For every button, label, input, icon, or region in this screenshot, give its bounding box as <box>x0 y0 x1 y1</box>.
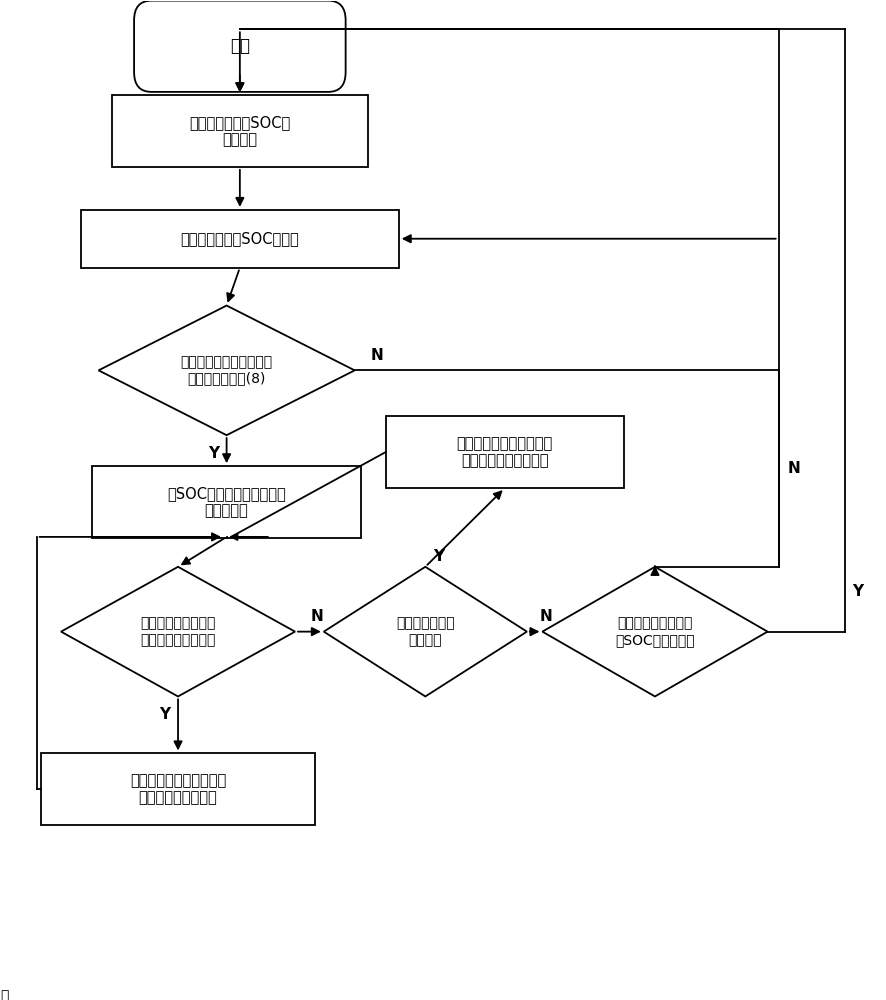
Text: 对SOC偏移量最大的单体电
池进行均衡: 对SOC偏移量最大的单体电 池进行均衡 <box>167 486 286 518</box>
Text: N: N <box>311 609 323 624</box>
Text: 开始: 开始 <box>229 37 250 55</box>
Text: 更新各单体电池SOC相
对变化率: 更新各单体电池SOC相 对变化率 <box>190 115 291 147</box>
Text: Y: Y <box>433 549 444 564</box>
Text: 是否需要更新单体电
池SOC相对变化率: 是否需要更新单体电 池SOC相对变化率 <box>615 617 695 647</box>
Text: N: N <box>540 609 553 624</box>
Bar <box>41 753 315 825</box>
Text: Y: Y <box>208 446 219 461</box>
Polygon shape <box>323 567 527 696</box>
Text: N: N <box>788 461 800 476</box>
Text: 计算各单体电池SOC偏移量: 计算各单体电池SOC偏移量 <box>181 231 299 246</box>
Text: 是否有被中断均
衡的电池: 是否有被中断均 衡的电池 <box>396 617 455 647</box>
Bar <box>81 210 399 268</box>
Bar <box>385 416 624 488</box>
Text: 均衡过程中是否有其
它电池达到动作阈值: 均衡过程中是否有其 它电池达到动作阈值 <box>140 617 215 647</box>
Text: Y: Y <box>852 584 863 599</box>
Text: N: N <box>370 348 383 363</box>
FancyBboxPatch shape <box>134 1 346 92</box>
Text: 对处于预动作区的单体电
池，是否满足式(8): 对处于预动作区的单体电 池，是否满足式(8) <box>181 355 273 385</box>
Text: 测: 测 <box>0 989 8 1000</box>
Polygon shape <box>542 567 767 696</box>
Polygon shape <box>98 306 354 435</box>
Bar <box>92 466 361 538</box>
Text: 中断当前均衡，对达到动
作阈值电池进行均衡: 中断当前均衡，对达到动 作阈值电池进行均衡 <box>130 773 226 805</box>
Text: Y: Y <box>159 707 170 722</box>
Bar <box>112 95 368 167</box>
Polygon shape <box>61 567 295 696</box>
Text: 按先被中断后均衡的顺序
对被中断电池进行均衡: 按先被中断后均衡的顺序 对被中断电池进行均衡 <box>456 436 553 468</box>
